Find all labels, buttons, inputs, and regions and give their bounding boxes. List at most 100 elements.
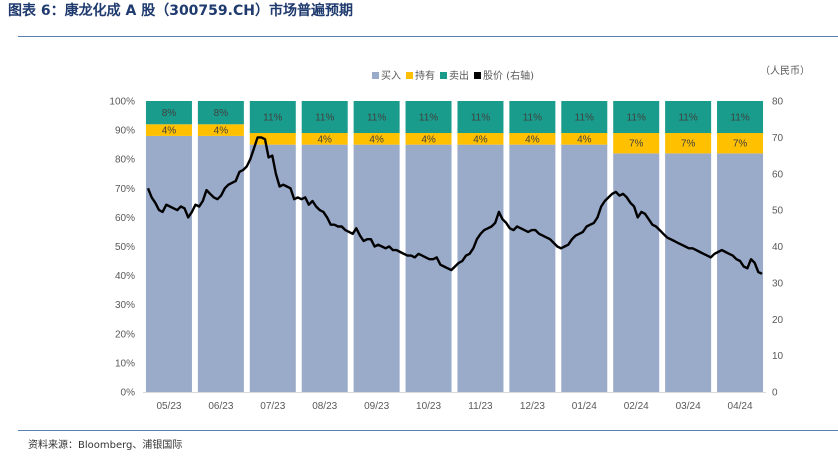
bar-segment-买入: [145, 135, 192, 393]
right-axis-tick: 20: [772, 315, 784, 326]
x-axis-tick: 04/24: [728, 401, 753, 412]
right-axis-tick: 60: [772, 169, 784, 180]
price-line-layer: [146, 136, 763, 275]
segment-label: 11%: [263, 113, 282, 124]
segment-label: 7%: [733, 139, 748, 150]
segment-label: 11%: [523, 113, 542, 124]
segment-label: 4%: [473, 134, 488, 145]
legend: 买入 持有 卖出 股价 (右轴): [372, 69, 534, 82]
segment-label: 11%: [678, 113, 697, 124]
segment-label: 4%: [317, 134, 332, 145]
legend-label: 持有: [415, 69, 435, 82]
bar-segment-持有: [353, 133, 400, 145]
left-axis-tick: 40%: [115, 271, 135, 282]
bar-segment-持有: [613, 133, 660, 154]
bar-segment-买入: [249, 144, 296, 392]
axis-layer: 0% 10% 20% 30% 40% 50% 60% 70% 80% 90% 100% 0 10 20 30…: [109, 97, 783, 413]
bar-segment-买入: [197, 135, 244, 393]
bar-segment-持有: [717, 133, 764, 154]
bar-segment-买入: [665, 153, 712, 392]
right-axis-tick: 70: [772, 133, 784, 144]
left-axis-tick: 0%: [121, 388, 136, 399]
x-axis-tick: 10/23: [416, 401, 441, 412]
bar-segment-卖出: [665, 101, 712, 134]
segment-label: 11%: [627, 113, 646, 124]
segment-label: 4%: [525, 134, 540, 145]
bar-segment-买入: [509, 144, 556, 392]
legend-swatch: [474, 72, 481, 79]
right-axis-tick: 80: [772, 97, 784, 108]
bar-segment-卖出: [145, 101, 192, 125]
right-axis-tick: 10: [772, 351, 784, 362]
left-axis-tick: 80%: [115, 155, 135, 166]
segment-label: 11%: [419, 113, 438, 124]
bar-segment-买入: [457, 144, 504, 392]
legend-label: 买入: [381, 70, 401, 82]
bar-segment-持有: [457, 133, 504, 145]
bar-segment-持有: [249, 133, 296, 145]
segment-label: 7%: [629, 139, 644, 150]
bottom-divider: [18, 430, 838, 431]
x-axis-tick: 05/23: [156, 401, 181, 412]
bar-segment-卖出: [249, 101, 296, 134]
x-axis-tick: 08/23: [312, 401, 337, 412]
segment-label: 8%: [214, 108, 229, 119]
right-axis-unit: （人民币）: [760, 65, 810, 77]
top-divider: [18, 36, 838, 37]
x-axis-tick: 06/23: [208, 401, 233, 412]
bar-segment-卖出: [613, 101, 660, 134]
left-axis-tick: 60%: [115, 213, 135, 224]
bar-segment-买入: [613, 153, 660, 392]
right-axis-tick: 40: [772, 242, 784, 253]
segment-label: 4%: [162, 126, 177, 137]
segment-label: 11%: [730, 113, 749, 124]
bar-segment-卖出: [301, 101, 348, 134]
x-axis-tick: 02/24: [624, 401, 649, 412]
bar-segment-买入: [561, 144, 608, 392]
segment-label: 4%: [421, 134, 436, 145]
segment-label: 11%: [575, 113, 594, 124]
x-axis-tick: 09/23: [364, 401, 389, 412]
x-axis-tick: 01/24: [572, 401, 597, 412]
x-axis-tick: 12/23: [520, 401, 545, 412]
legend-swatch: [440, 72, 447, 79]
segment-label: 7%: [681, 139, 696, 150]
bar-segment-卖出: [509, 101, 556, 134]
bar-segment-持有: [145, 124, 192, 136]
bar-segment-持有: [665, 133, 712, 154]
bar-segment-买入: [717, 153, 764, 392]
bar-segment-卖出: [457, 101, 504, 134]
bar-segment-持有: [405, 133, 452, 145]
bar-segment-卖出: [717, 101, 764, 134]
segment-label: 11%: [471, 113, 490, 124]
left-axis-tick: 90%: [115, 126, 135, 137]
segment-label: 4%: [214, 126, 229, 137]
right-axis-tick: 30: [772, 278, 784, 289]
bar-segment-买入: [353, 144, 400, 392]
bar-segment-持有: [197, 124, 244, 136]
figure-title: 图表 6：康龙化成 A 股（300759.CH）市场普遍预期: [8, 3, 353, 19]
left-axis-tick: 50%: [115, 242, 135, 253]
segment-label: 11%: [315, 113, 334, 124]
segment-label: 11%: [367, 113, 386, 124]
legend-label: 股价 (右轴): [483, 69, 534, 82]
left-axis-tick: 20%: [115, 329, 135, 340]
price-line: [146, 136, 763, 275]
bar-segment-买入: [301, 144, 348, 392]
bar-segment-持有: [561, 133, 608, 145]
source-note: 资料来源：Bloomberg、浦银国际: [28, 440, 183, 451]
left-axis-tick: 30%: [115, 300, 135, 311]
bar-segment-卖出: [405, 101, 452, 134]
legend-swatch: [406, 72, 413, 79]
bar-segment-卖出: [561, 101, 608, 134]
left-axis-tick: 10%: [115, 358, 135, 369]
bar-segment-买入: [405, 144, 452, 392]
bar-segment-卖出: [197, 101, 244, 125]
bar-segment-卖出: [353, 101, 400, 134]
bar-layer: [145, 101, 764, 393]
x-axis-tick: 07/23: [260, 401, 285, 412]
legend-label: 卖出: [449, 69, 469, 82]
right-axis-tick: 0: [772, 388, 778, 399]
segment-label: 4%: [577, 134, 592, 145]
